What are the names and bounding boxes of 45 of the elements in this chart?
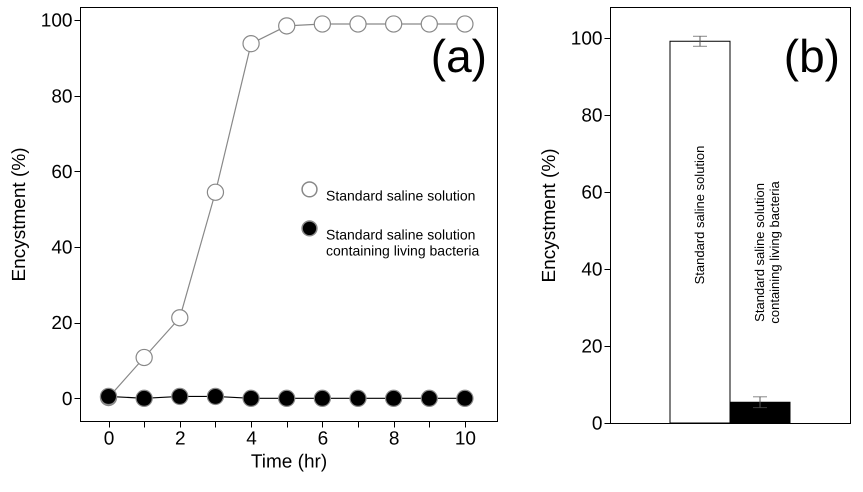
x-tick-label: 2 bbox=[175, 428, 186, 450]
x-tick-label: 4 bbox=[246, 428, 258, 450]
x-tick-label: 10 bbox=[454, 428, 476, 450]
legend-label: Standard saline solution bbox=[326, 187, 476, 204]
point bbox=[314, 390, 332, 407]
annotation: (a) bbox=[430, 30, 487, 82]
y-axis-title: Encystment (%) bbox=[538, 148, 560, 283]
point bbox=[135, 348, 153, 366]
point bbox=[171, 388, 188, 406]
x-tick-label: 0 bbox=[104, 428, 114, 450]
point bbox=[420, 390, 438, 407]
y-axis-title: Encystment (%) bbox=[8, 147, 30, 282]
x-tick-label: 8 bbox=[388, 428, 400, 450]
y-tick-label: 60 bbox=[581, 182, 602, 204]
point bbox=[456, 390, 474, 407]
y-tick-label: 80 bbox=[581, 105, 602, 126]
x-tick-label: 6 bbox=[318, 428, 328, 450]
y-tick-label: 40 bbox=[51, 238, 72, 259]
point bbox=[314, 15, 332, 33]
point bbox=[384, 390, 402, 407]
y-tick-label: 60 bbox=[51, 162, 72, 183]
point bbox=[242, 390, 260, 407]
point bbox=[420, 15, 438, 33]
y-tick-label: 20 bbox=[51, 313, 72, 334]
y-tick-label: 100 bbox=[40, 10, 72, 32]
point bbox=[135, 390, 153, 407]
point bbox=[278, 390, 296, 407]
annotation: (b) bbox=[784, 30, 840, 82]
y-tick-label: 80 bbox=[51, 86, 72, 108]
point bbox=[384, 15, 402, 33]
point bbox=[349, 15, 367, 33]
legend-label: Standard saline solution containing living bacteria bbox=[326, 226, 480, 258]
point bbox=[278, 17, 296, 35]
point bbox=[456, 15, 474, 33]
point bbox=[171, 309, 188, 326]
y-tick-label: 20 bbox=[581, 336, 602, 358]
y-tick-label: 0 bbox=[62, 388, 72, 410]
point bbox=[206, 184, 224, 201]
point bbox=[206, 388, 224, 406]
point bbox=[349, 390, 367, 407]
y-tick-label: 40 bbox=[581, 259, 602, 280]
y-tick-label: 100 bbox=[570, 28, 602, 50]
x-axis-title: Time (hr) bbox=[250, 452, 328, 472]
y-tick-label: 0 bbox=[592, 414, 602, 434]
point bbox=[242, 35, 260, 52]
